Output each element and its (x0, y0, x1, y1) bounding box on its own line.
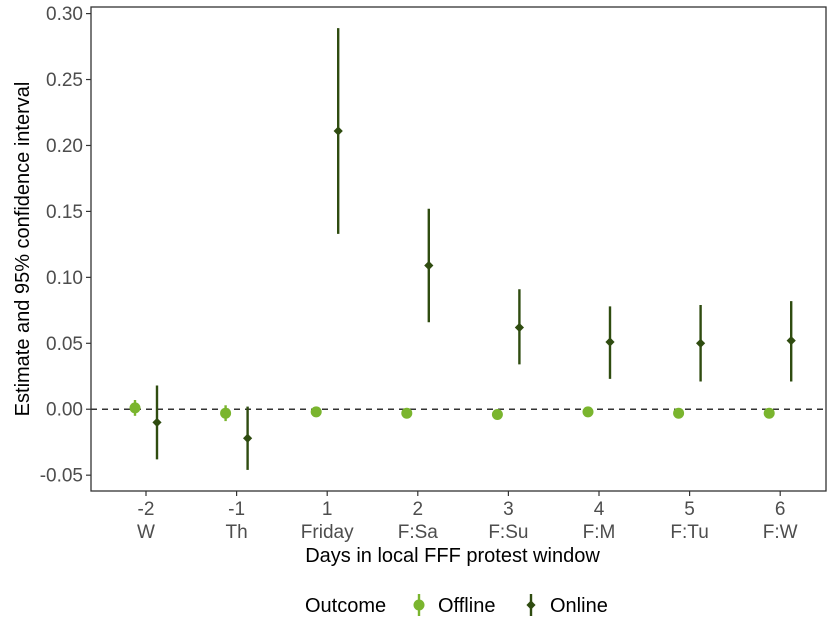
y-axis-title: Estimate and 95% confidence interval (12, 82, 34, 417)
online-estimate-point (424, 260, 434, 271)
legend-online-key-point (526, 600, 536, 610)
y-tick-label: -0.05 (40, 466, 83, 487)
online-estimate-point (152, 417, 162, 428)
offline-estimate-point (310, 406, 322, 418)
plot-panel-border (90, 6, 827, 492)
x-tick-label-day: Th (226, 522, 248, 543)
x-tick-label-number: 5 (684, 499, 695, 520)
online-estimate-point (605, 337, 615, 347)
x-tick-label-day: Friday (301, 522, 354, 543)
legend-offline-key-point (413, 599, 425, 611)
online-estimate-point (333, 126, 343, 136)
offline-estimate-point (763, 407, 775, 419)
offline-estimate-point (401, 407, 413, 419)
y-axis: 0.30 0.25 0.20 0.15 0.10 0.05 0.00 -0.05 (40, 4, 91, 487)
legend-items: Offline Online (413, 594, 608, 617)
legend-title: Outcome (305, 595, 386, 617)
x-tick-label-number: -1 (228, 499, 245, 520)
legend: Outcome Offline Online (305, 594, 608, 617)
online-estimate-point (696, 338, 706, 348)
x-tick-label-number: 4 (594, 499, 605, 520)
x-tick-label-number: 6 (775, 499, 786, 520)
legend-online-label: Online (550, 595, 608, 617)
y-tick-label: 0.20 (46, 136, 83, 157)
y-tick-label: 0.25 (46, 70, 83, 91)
x-tick-label-day: F:M (583, 522, 616, 543)
offline-estimate-point (582, 406, 594, 418)
y-tick-label: 0.15 (46, 202, 83, 223)
online-estimate-point (514, 322, 524, 333)
x-tick-label-number: 3 (503, 499, 514, 520)
y-tick-label: 0.10 (46, 268, 83, 289)
y-tick-label: 0.00 (46, 400, 83, 421)
offline-estimate-point (220, 407, 232, 419)
y-tick-label: 0.30 (46, 4, 83, 25)
offline-estimate-point (129, 402, 141, 414)
x-axis-title: Days in local FFF protest window (305, 545, 600, 567)
x-tick-label-number: -2 (138, 499, 155, 520)
x-tick-label-number: 1 (322, 499, 333, 520)
x-tick-label-day: W (137, 522, 155, 543)
x-tick-label-day: F:W (763, 522, 798, 543)
online-estimate-point (786, 336, 796, 346)
legend-offline-label: Offline (438, 595, 495, 617)
offline-estimate-point (673, 407, 685, 419)
x-tick-label-day: F:Sa (398, 522, 439, 543)
x-tick-label-number: 2 (413, 499, 424, 520)
y-tick-label: 0.05 (46, 334, 83, 355)
x-tick-label-day: F:Tu (670, 522, 708, 543)
data-marks (129, 28, 796, 470)
x-tick-label-day: F:Su (488, 522, 528, 543)
online-estimate-point (243, 433, 253, 443)
offline-estimate-point (491, 409, 503, 421)
